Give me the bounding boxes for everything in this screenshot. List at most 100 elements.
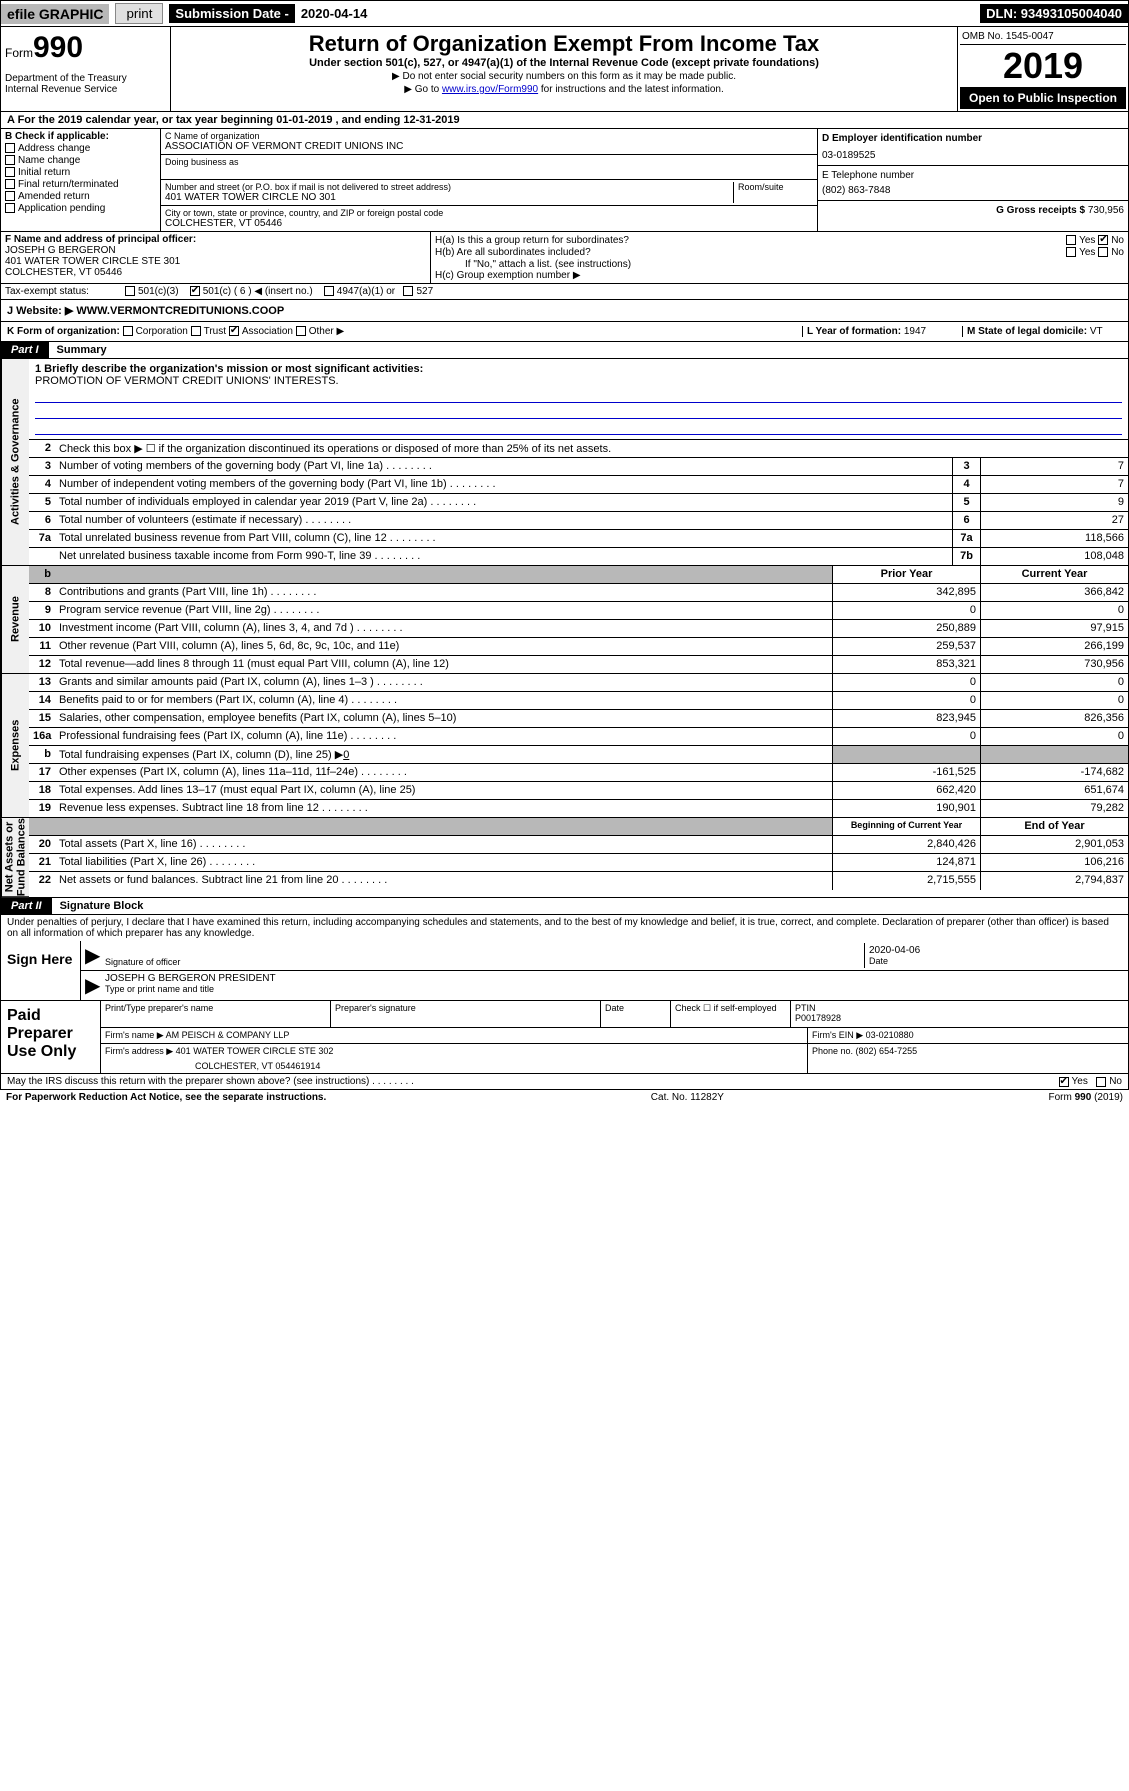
k-row: K Form of organization: Corporation Trus…	[0, 322, 1129, 342]
line-16b: Total fundraising expenses (Part IX, col…	[55, 746, 832, 763]
org-city: COLCHESTER, VT 05446	[165, 218, 813, 229]
section-f-h: F Name and address of principal officer:…	[0, 232, 1129, 284]
org-address: 401 WATER TOWER CIRCLE NO 301	[165, 192, 733, 203]
website-value: WWW.VERMONTCREDITUNIONS.COOP	[76, 305, 284, 317]
line-10: Investment income (Part VIII, column (A)…	[55, 620, 832, 637]
val-7b: 108,048	[980, 548, 1128, 565]
officer-city: COLCHESTER, VT 05446	[5, 267, 426, 278]
signature-block: Under penalties of perjury, I declare th…	[0, 915, 1129, 1074]
current-year-hdr: Current Year	[980, 566, 1128, 583]
line-8: Contributions and grants (Part VIII, lin…	[55, 584, 832, 601]
governance-section: Activities & Governance 1 Briefly descri…	[0, 359, 1129, 566]
firm-addr: 401 WATER TOWER CIRCLE STE 302	[176, 1046, 334, 1056]
ptin: P00178928	[795, 1013, 1124, 1023]
line-3: Number of voting members of the governin…	[55, 458, 952, 475]
room-label: Room/suite	[738, 182, 813, 192]
tax-year: 2019	[960, 45, 1126, 87]
line-15: Salaries, other compensation, employee b…	[55, 710, 832, 727]
gross-label: G Gross receipts $	[996, 205, 1088, 216]
top-bar: efile GRAPHIC print Submission Date - 20…	[0, 0, 1129, 27]
val-3: 7	[980, 458, 1128, 475]
paid-preparer: Paid Preparer Use Only Print/Type prepar…	[1, 1000, 1128, 1073]
title-box: Return of Organization Exempt From Incom…	[171, 27, 958, 111]
c-name-label: C Name of organization	[165, 131, 813, 141]
cb-pending[interactable]: Application pending	[5, 203, 156, 214]
subtitle-3: ▶ Go to www.irs.gov/Form990 for instruct…	[175, 84, 953, 95]
h-b2: If "No," attach a list. (see instruction…	[435, 259, 1124, 270]
form-word: Form	[5, 46, 33, 60]
footer-left: For Paperwork Reduction Act Notice, see …	[6, 1092, 326, 1103]
subtitle-2: ▶ Do not enter social security numbers o…	[175, 71, 953, 82]
val-7a: 118,566	[980, 530, 1128, 547]
side-revenue: Revenue	[1, 566, 29, 674]
col-h: H(a) Is this a group return for subordin…	[431, 232, 1128, 283]
line-20: Total assets (Part X, line 16)	[55, 836, 832, 853]
gross-value: 730,956	[1088, 205, 1124, 216]
line-11: Other revenue (Part VIII, column (A), li…	[55, 638, 832, 655]
c-city-label: City or town, state or province, country…	[165, 208, 813, 218]
tax-exempt-row: Tax-exempt status: 501(c)(3) 501(c) ( 6 …	[0, 284, 1129, 300]
val-6: 27	[980, 512, 1128, 529]
part-1-tab: Part I	[1, 342, 49, 358]
submission-date-label: Submission Date -	[169, 4, 294, 23]
efile-label: efile GRAPHIC	[1, 4, 109, 24]
col-f: F Name and address of principal officer:…	[1, 232, 431, 283]
side-netassets: Net Assets or Fund Balances	[1, 818, 29, 897]
subtitle-1: Under section 501(c), 527, or 4947(a)(1)…	[175, 57, 953, 69]
firm-phone: (802) 654-7255	[856, 1046, 918, 1056]
ein-label: D Employer identification number	[822, 133, 1124, 144]
c-dba-label: Doing business as	[165, 157, 813, 167]
org-name: ASSOCIATION OF VERMONT CREDIT UNIONS INC	[165, 141, 813, 152]
department: Department of the Treasury Internal Reve…	[5, 73, 166, 95]
line-9: Program service revenue (Part VIII, line…	[55, 602, 832, 619]
line-5: Total number of individuals employed in …	[55, 494, 952, 511]
part-1-title: Summary	[49, 342, 115, 358]
tel-label: E Telephone number	[822, 170, 1124, 181]
line-18: Total expenses. Add lines 13–17 (must eq…	[55, 782, 832, 799]
col-c: C Name of organization ASSOCIATION OF VE…	[161, 129, 818, 231]
tel-value: (802) 863-7848	[822, 185, 1124, 196]
line-19: Revenue less expenses. Subtract line 18 …	[55, 800, 832, 817]
line-22: Net assets or fund balances. Subtract li…	[55, 872, 832, 890]
officer-name: JOSEPH G BERGERON	[5, 245, 426, 256]
part-2-header: Part II Signature Block	[0, 898, 1129, 915]
footer-mid: Cat. No. 11282Y	[651, 1092, 724, 1103]
footer: For Paperwork Reduction Act Notice, see …	[0, 1090, 1129, 1105]
irs-link[interactable]: www.irs.gov/Form990	[442, 84, 538, 95]
side-governance: Activities & Governance	[1, 359, 29, 566]
line-12: Total revenue—add lines 8 through 11 (mu…	[55, 656, 832, 673]
cb-final-return[interactable]: Final return/terminated	[5, 179, 156, 190]
discuss-row: May the IRS discuss this return with the…	[0, 1074, 1129, 1090]
cb-amended[interactable]: Amended return	[5, 191, 156, 202]
tax-label: Tax-exempt status:	[5, 286, 125, 297]
open-inspection: Open to Public Inspection	[960, 87, 1126, 109]
prep-label: Paid Preparer Use Only	[1, 1001, 101, 1073]
line-13: Grants and similar amounts paid (Part IX…	[55, 674, 832, 691]
form-number-box: Form990 Department of the Treasury Inter…	[1, 27, 171, 111]
line-7b: Net unrelated business taxable income fr…	[55, 548, 952, 565]
officer-sig-name: JOSEPH G BERGERON PRESIDENT	[105, 973, 1124, 984]
form-number: 990	[33, 31, 83, 64]
val-5: 9	[980, 494, 1128, 511]
line-21: Total liabilities (Part X, line 26)	[55, 854, 832, 871]
h-b: H(b) Are all subordinates included?	[435, 247, 591, 258]
val-4: 7	[980, 476, 1128, 493]
perjury-text: Under penalties of perjury, I declare th…	[1, 915, 1128, 941]
officer-addr: 401 WATER TOWER CIRCLE STE 301	[5, 256, 426, 267]
firm-name: AM PEISCH & COMPANY LLP	[166, 1030, 290, 1040]
mission-text: PROMOTION OF VERMONT CREDIT UNIONS' INTE…	[35, 375, 1122, 387]
print-button[interactable]: print	[115, 3, 163, 24]
expenses-section: Expenses 13Grants and similar amounts pa…	[0, 674, 1129, 818]
col-b: B Check if applicable: Address change Na…	[1, 129, 161, 231]
cb-name-change[interactable]: Name change	[5, 155, 156, 166]
line-4: Number of independent voting members of …	[55, 476, 952, 493]
cb-initial-return[interactable]: Initial return	[5, 167, 156, 178]
website-row: J Website: ▶ WWW.VERMONTCREDITUNIONS.COO…	[0, 300, 1129, 322]
c-addr-label: Number and street (or P.O. box if mail i…	[165, 182, 733, 192]
b-header: B Check if applicable:	[5, 131, 156, 142]
line-2: Check this box ▶ ☐ if the organization d…	[55, 440, 1128, 457]
sig-date: 2020-04-06	[869, 945, 1120, 956]
side-expenses: Expenses	[1, 674, 29, 818]
cb-address-change[interactable]: Address change	[5, 143, 156, 154]
line-6: Total number of volunteers (estimate if …	[55, 512, 952, 529]
